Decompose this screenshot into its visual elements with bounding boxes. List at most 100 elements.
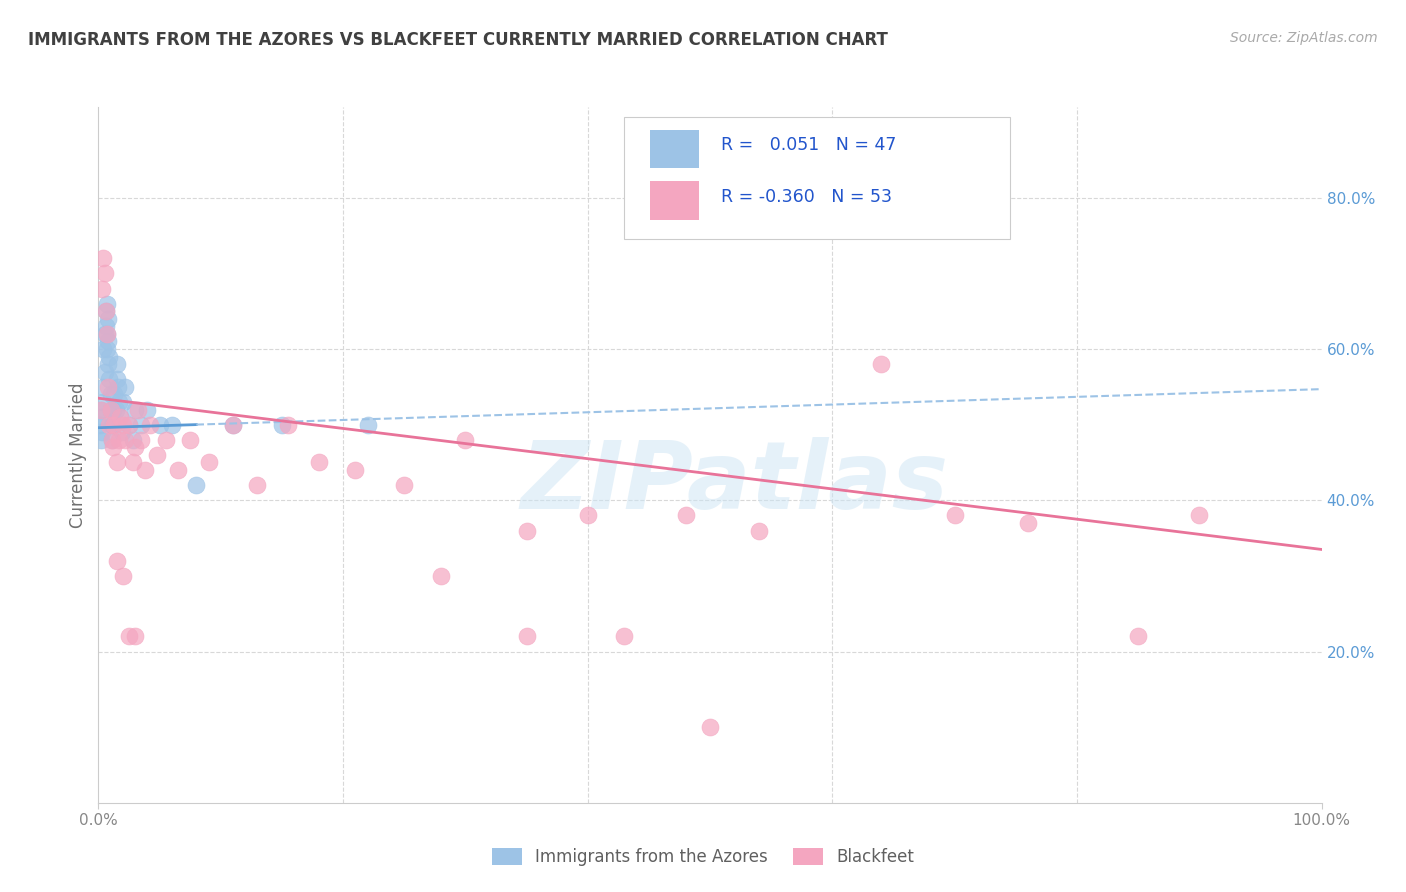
Point — [127, 402, 149, 417]
Point — [222, 417, 245, 432]
Point — [155, 433, 177, 447]
Point — [105, 554, 128, 568]
Point — [664, 152, 686, 166]
Point — [96, 326, 118, 341]
Point — [1128, 629, 1150, 643]
Point — [870, 357, 893, 371]
Point — [104, 402, 127, 417]
Point — [134, 463, 156, 477]
Point — [91, 380, 114, 394]
Point — [118, 417, 141, 432]
Point — [454, 433, 477, 447]
Point — [356, 417, 378, 432]
Point — [103, 417, 125, 432]
Point — [515, 629, 537, 643]
Point — [96, 326, 118, 341]
Point — [98, 417, 121, 432]
Point — [94, 304, 117, 318]
Point — [129, 417, 152, 432]
Point — [1017, 516, 1039, 530]
Point — [91, 395, 114, 409]
Point — [111, 395, 134, 409]
Text: R = -0.360   N = 53: R = -0.360 N = 53 — [721, 188, 891, 206]
Point — [121, 455, 143, 469]
Point — [98, 350, 121, 364]
Legend: Immigrants from the Azores, Blackfeet: Immigrants from the Azores, Blackfeet — [485, 841, 921, 873]
Point — [90, 402, 112, 417]
Point — [105, 455, 128, 469]
Point — [108, 433, 131, 447]
Point — [139, 417, 162, 432]
Point — [111, 425, 134, 440]
FancyBboxPatch shape — [624, 118, 1010, 239]
Point — [93, 267, 115, 281]
Point — [97, 334, 120, 349]
Bar — [650, 130, 699, 169]
Point — [277, 417, 299, 432]
Point — [146, 448, 169, 462]
Point — [308, 455, 330, 469]
Point — [121, 433, 143, 447]
Point — [97, 311, 120, 326]
Point — [114, 433, 136, 447]
Point — [101, 441, 124, 455]
Point — [149, 417, 172, 432]
Point — [98, 372, 121, 386]
Point — [160, 417, 183, 432]
Point — [105, 372, 128, 386]
Point — [1188, 508, 1211, 523]
Point — [97, 357, 120, 371]
Bar — [650, 181, 699, 219]
Point — [105, 357, 128, 371]
Point — [699, 720, 721, 734]
Point — [167, 463, 190, 477]
Point — [100, 402, 122, 417]
Point — [613, 629, 636, 643]
Point — [91, 425, 114, 440]
Point — [100, 387, 122, 401]
Point — [129, 433, 152, 447]
Point — [943, 508, 966, 523]
Point — [197, 455, 219, 469]
Point — [90, 402, 112, 417]
Point — [124, 441, 146, 455]
Point — [108, 395, 131, 409]
Point — [91, 281, 114, 295]
Point — [576, 508, 599, 523]
Point — [96, 342, 118, 356]
Text: ZIPatlas: ZIPatlas — [520, 437, 949, 529]
Point — [114, 380, 136, 394]
Point — [91, 410, 114, 425]
Point — [96, 296, 118, 310]
Point — [94, 304, 117, 318]
Point — [515, 524, 537, 538]
Point — [100, 402, 122, 417]
Point — [107, 380, 129, 394]
Point — [94, 319, 117, 334]
Point — [111, 569, 134, 583]
Text: Source: ZipAtlas.com: Source: ZipAtlas.com — [1230, 31, 1378, 45]
Point — [344, 463, 367, 477]
Y-axis label: Currently Married: Currently Married — [69, 382, 87, 528]
Point — [136, 402, 159, 417]
Point — [90, 433, 112, 447]
Point — [392, 478, 416, 492]
Point — [118, 417, 141, 432]
Point — [101, 417, 124, 432]
Point — [101, 417, 124, 432]
Point — [111, 417, 134, 432]
Text: IMMIGRANTS FROM THE AZORES VS BLACKFEET CURRENTLY MARRIED CORRELATION CHART: IMMIGRANTS FROM THE AZORES VS BLACKFEET … — [28, 31, 889, 49]
Point — [89, 417, 111, 432]
Point — [97, 380, 120, 394]
Text: R =   0.051   N = 47: R = 0.051 N = 47 — [721, 136, 897, 154]
Point — [103, 387, 125, 401]
Point — [110, 410, 132, 425]
Point — [118, 629, 141, 643]
Point — [93, 326, 115, 341]
Point — [91, 342, 114, 356]
Point — [124, 629, 146, 643]
Point — [246, 478, 269, 492]
Point — [675, 508, 697, 523]
Point — [93, 365, 115, 379]
Point — [101, 433, 124, 447]
